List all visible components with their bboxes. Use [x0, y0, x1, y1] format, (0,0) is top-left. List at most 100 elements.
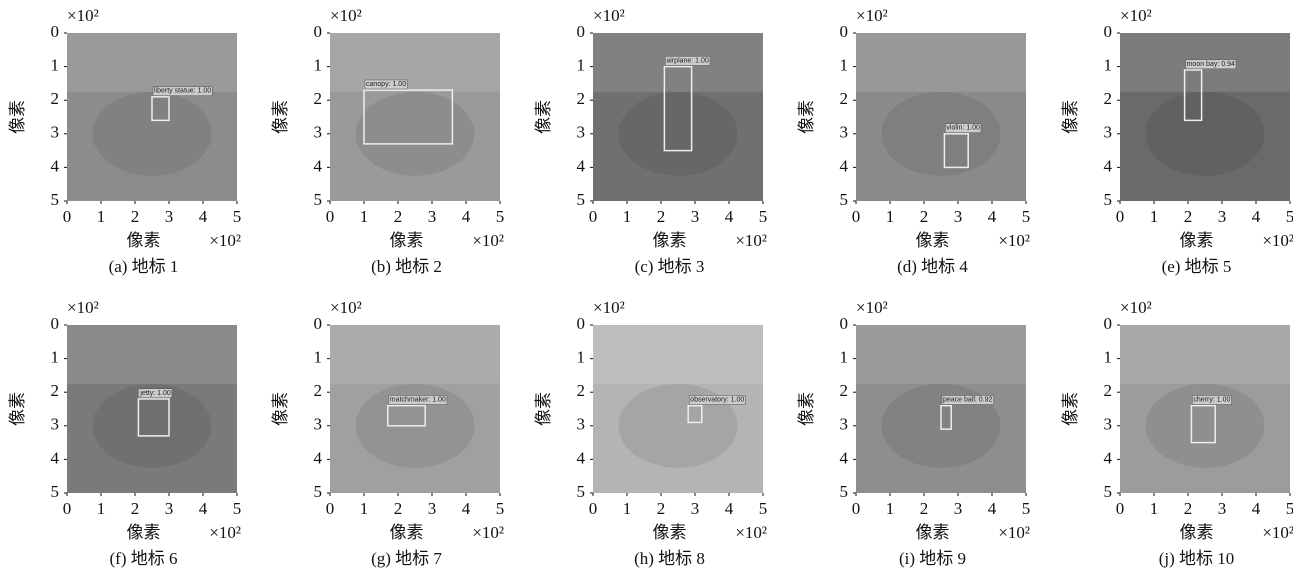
- x-tick-label: 0: [852, 207, 861, 226]
- y-tick-label: 4: [51, 448, 60, 467]
- x-tick-label: 5: [233, 499, 242, 518]
- x-tick-label: 0: [1116, 499, 1125, 518]
- x-scale-label: ×10²: [998, 523, 1030, 542]
- x-scale-label: ×10²: [209, 523, 241, 542]
- y-tick-label: 2: [314, 89, 323, 108]
- y-tick-label: 2: [577, 381, 586, 400]
- y-tick-label: 0: [314, 314, 323, 333]
- y-tick-label: 1: [314, 56, 323, 75]
- x-tick-label: 5: [1022, 499, 1031, 518]
- x-tick-label: 1: [886, 499, 895, 518]
- y-tick-label: 4: [840, 156, 849, 175]
- scale-label: ×10²: [856, 6, 888, 25]
- x-axis-label: 像素: [653, 231, 687, 250]
- y-tick-label: 2: [577, 89, 586, 108]
- scale-label: ×10²: [593, 298, 625, 317]
- y-axis-label: 像素: [534, 100, 553, 134]
- x-tick-label: 0: [589, 207, 598, 226]
- y-tick-label: 1: [577, 56, 586, 75]
- x-tick-label: 5: [1286, 207, 1293, 226]
- x-scale-label: ×10²: [735, 523, 767, 542]
- x-axis-label: 像素: [1180, 231, 1214, 250]
- y-tick-label: 5: [314, 482, 323, 501]
- x-tick-label: 2: [920, 499, 929, 518]
- x-axis-label: 像素: [1180, 523, 1214, 542]
- scale-label: ×10²: [330, 298, 362, 317]
- detection-label: cherry: 1.00: [1193, 396, 1230, 403]
- caption: (i) 地标 9: [899, 549, 966, 568]
- x-axis-label: 像素: [390, 523, 424, 542]
- x-tick-label: 4: [988, 207, 997, 226]
- y-tick-label: 0: [577, 22, 586, 41]
- x-tick-label: 3: [691, 207, 700, 226]
- scale-label: ×10²: [67, 6, 99, 25]
- image-texture: [330, 33, 500, 92]
- x-scale-label: ×10²: [998, 231, 1030, 250]
- detection-label: violin: 1.00: [946, 125, 980, 132]
- x-tick-label: 2: [394, 499, 403, 518]
- x-tick-label: 0: [852, 499, 861, 518]
- y-tick-label: 3: [51, 123, 60, 142]
- x-tick-label: 0: [589, 499, 598, 518]
- y-tick-label: 4: [577, 156, 586, 175]
- x-tick-label: 1: [886, 207, 895, 226]
- y-tick-label: 2: [51, 381, 60, 400]
- y-axis-label: 像素: [1061, 392, 1080, 426]
- image-texture: [856, 325, 1026, 384]
- y-tick-label: 1: [577, 348, 586, 367]
- y-tick-label: 4: [51, 156, 60, 175]
- y-tick-label: 3: [314, 123, 323, 142]
- x-tick-label: 0: [326, 207, 335, 226]
- image-texture: [619, 92, 738, 176]
- image-texture: [593, 325, 763, 384]
- image-texture: [1120, 325, 1290, 384]
- y-tick-label: 0: [577, 314, 586, 333]
- panel: peace ball: 0.92012345012345×10²×10²像素像素…: [797, 298, 1030, 568]
- y-axis-label: 像素: [1061, 100, 1080, 134]
- scale-label: ×10²: [330, 6, 362, 25]
- y-tick-label: 3: [840, 123, 849, 142]
- x-scale-label: ×10²: [472, 523, 504, 542]
- detection-label: matchmaker: 1.00: [390, 396, 446, 403]
- panel: jetty: 1.00012345012345×10²×10²像素像素(f) 地…: [8, 298, 241, 568]
- caption: (c) 地标 3: [635, 257, 705, 276]
- x-tick-label: 1: [623, 499, 632, 518]
- y-tick-label: 2: [314, 381, 323, 400]
- caption: (a) 地标 1: [109, 257, 179, 276]
- y-tick-label: 2: [840, 89, 849, 108]
- x-tick-label: 3: [954, 207, 963, 226]
- detection-label: moon bay: 0.94: [1187, 61, 1235, 68]
- x-tick-label: 1: [97, 499, 106, 518]
- y-axis-label: 像素: [271, 100, 290, 134]
- y-tick-label: 3: [51, 415, 60, 434]
- y-tick-label: 2: [840, 381, 849, 400]
- x-tick-label: 3: [1218, 207, 1227, 226]
- figure: liberty statue: 1.00012345012345×10²×10²…: [0, 0, 1293, 582]
- x-tick-label: 4: [1252, 499, 1261, 518]
- y-tick-label: 3: [1104, 123, 1113, 142]
- x-tick-label: 3: [428, 499, 437, 518]
- x-tick-label: 5: [1286, 499, 1293, 518]
- y-axis-label: 像素: [271, 392, 290, 426]
- y-tick-label: 3: [577, 415, 586, 434]
- x-tick-label: 2: [657, 207, 666, 226]
- y-tick-label: 4: [1104, 156, 1113, 175]
- caption: (h) 地标 8: [634, 549, 705, 568]
- x-tick-label: 1: [360, 499, 369, 518]
- y-tick-label: 1: [1104, 348, 1113, 367]
- caption: (b) 地标 2: [371, 257, 442, 276]
- scale-label: ×10²: [593, 6, 625, 25]
- caption: (e) 地标 5: [1162, 257, 1232, 276]
- y-tick-label: 1: [51, 56, 60, 75]
- detection-label: airplane: 1.00: [666, 57, 709, 64]
- x-tick-label: 5: [759, 207, 768, 226]
- x-tick-label: 4: [725, 207, 734, 226]
- x-scale-label: ×10²: [1262, 231, 1293, 250]
- x-scale-label: ×10²: [472, 231, 504, 250]
- x-tick-label: 5: [759, 499, 768, 518]
- y-tick-label: 5: [1104, 190, 1113, 209]
- y-tick-label: 1: [1104, 56, 1113, 75]
